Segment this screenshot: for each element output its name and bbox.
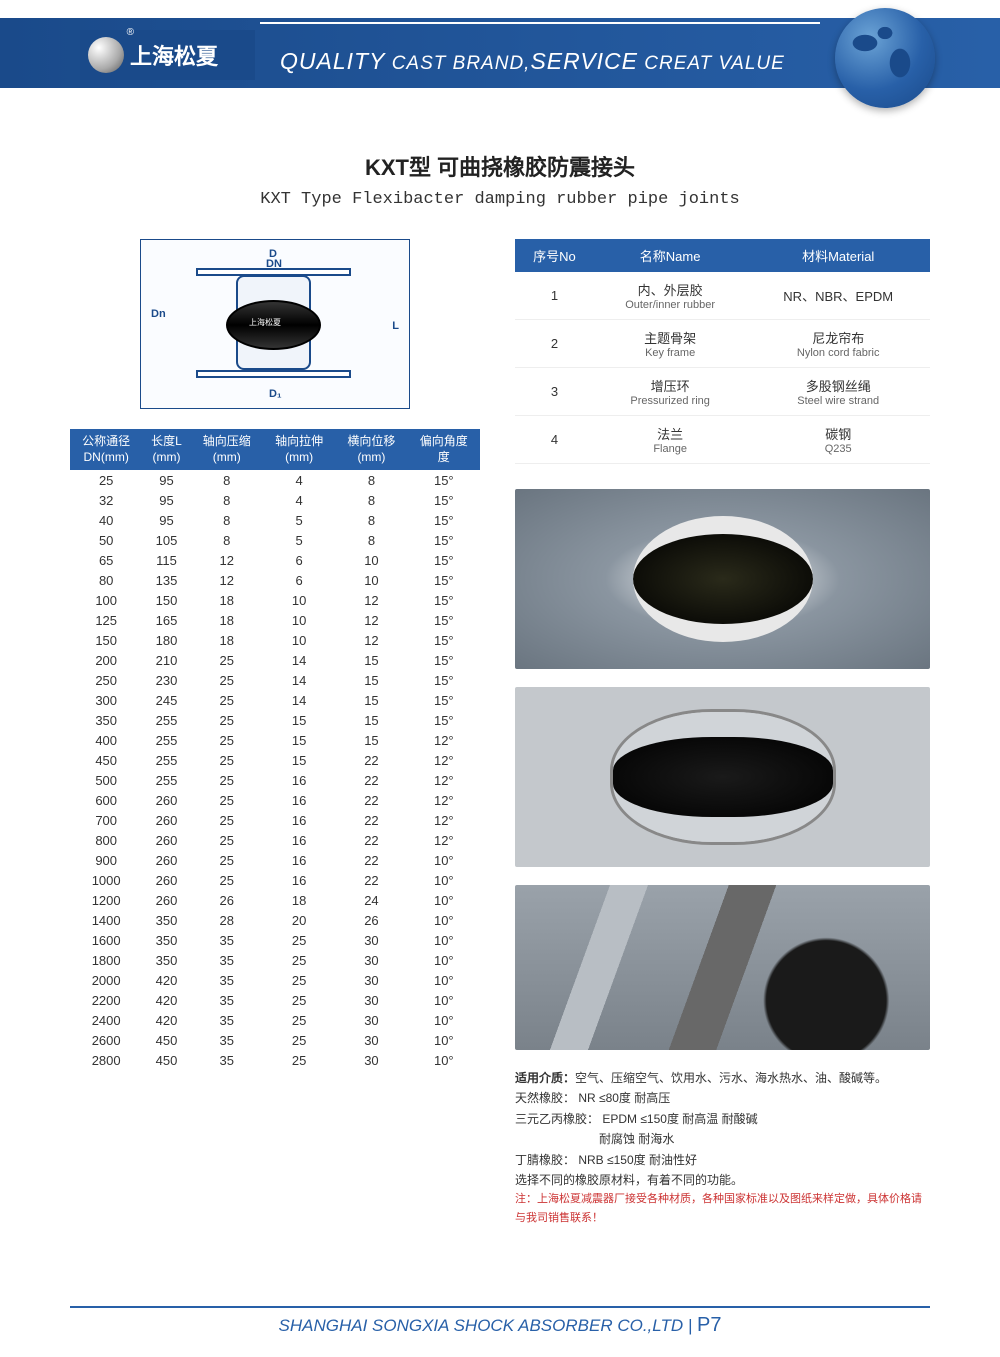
notes-section: 适用介质：空气、压缩空气、饮用水、污水、海水热水、油、酸碱等。 天然橡胶： NR… — [515, 1068, 930, 1228]
logo-text: 上海松夏 — [130, 39, 218, 71]
title-chinese: KXT型 可曲挠橡胶防震接头 — [0, 150, 1000, 182]
logo: ® 上海松夏 — [80, 30, 255, 80]
table-row: 240042035253010° — [70, 1010, 480, 1030]
table-row: 5010585815° — [70, 530, 480, 550]
table-row: 25023025141515° — [70, 670, 480, 690]
col-dn: 公称通径DN(mm) — [70, 429, 142, 470]
table-row: 180035035253010° — [70, 950, 480, 970]
col-no: 序号No — [515, 239, 594, 272]
table-row: 12516518101215° — [70, 610, 480, 630]
table-row: 20021025141515° — [70, 650, 480, 670]
page-number: P7 — [697, 1314, 721, 1336]
table-row: 259584815° — [70, 470, 480, 490]
table-row: 100026025162210° — [70, 870, 480, 890]
table-row: 329584815° — [70, 490, 480, 510]
table-row: 90026025162210° — [70, 850, 480, 870]
page-footer: SHANGHAI SONGXIA SHOCK ABSORBER CO.,LTD … — [0, 1306, 1000, 1337]
table-row: 1内、外层胶Outer/inner rubberNR、NBR、EPDM — [515, 272, 930, 320]
globe-icon — [835, 8, 935, 108]
table-row: 30024525141515° — [70, 690, 480, 710]
header-banner: ® 上海松夏 QUALITY CAST BRAND,SERVICE CREAT … — [0, 0, 1000, 110]
col-angle: 偏向角度度 — [408, 429, 480, 470]
table-row: 80026025162212° — [70, 830, 480, 850]
col-axial-compress: 轴向压缩(mm) — [191, 429, 263, 470]
table-row: 40025525151512° — [70, 730, 480, 750]
tagline: QUALITY CAST BRAND,SERVICE CREAT VALUE — [280, 48, 785, 75]
col-name: 名称Name — [594, 239, 747, 272]
product-photo-3 — [515, 885, 930, 1050]
table-row: 60026025162212° — [70, 790, 480, 810]
table-row: 260045035253010° — [70, 1030, 480, 1050]
table-row: 120026026182410° — [70, 890, 480, 910]
table-row: 200042035253010° — [70, 970, 480, 990]
table-row: 3增压环Pressurized ring多股钢丝绳Steel wire stra… — [515, 368, 930, 416]
product-photo-2 — [515, 687, 930, 867]
title-english: KXT Type Flexibacter damping rubber pipe… — [0, 190, 1000, 209]
col-length: 长度L(mm) — [142, 429, 190, 470]
product-photo-1: 上海松夏·减震器 — [515, 489, 930, 669]
col-material: 材料Material — [746, 239, 930, 272]
company-name: SHANGHAI SONGXIA SHOCK ABSORBER CO.,LTD — [279, 1316, 684, 1335]
table-row: 2主题骨架Key frame尼龙帘布Nylon cord fabric — [515, 320, 930, 368]
registered-mark: ® — [127, 27, 134, 38]
table-row: 35025525151515° — [70, 710, 480, 730]
table-row: 220042035253010° — [70, 990, 480, 1010]
table-row: 15018018101215° — [70, 630, 480, 650]
table-row: 280045035253010° — [70, 1050, 480, 1070]
table-row: 160035035253010° — [70, 930, 480, 950]
table-row: 10015018101215° — [70, 590, 480, 610]
table-row: 70026025162212° — [70, 810, 480, 830]
col-axial-tension: 轴向拉伸(mm) — [263, 429, 335, 470]
table-row: 409585815° — [70, 510, 480, 530]
col-lateral: 横向位移(mm) — [335, 429, 407, 470]
table-row: 45025525152212° — [70, 750, 480, 770]
logo-icon: ® — [88, 37, 124, 73]
table-row: 140035028202610° — [70, 910, 480, 930]
table-row: 50025525162212° — [70, 770, 480, 790]
table-row: 4法兰Flange碳钢Q235 — [515, 416, 930, 464]
materials-table: 序号No 名称Name 材料Material 1内、外层胶Outer/inner… — [515, 239, 930, 464]
technical-diagram: 上海松夏 D DN Dn D₁ L — [140, 239, 410, 409]
specifications-table: 公称通径DN(mm) 长度L(mm) 轴向压缩(mm) 轴向拉伸(mm) 横向位… — [70, 429, 480, 1070]
table-row: 801351261015° — [70, 570, 480, 590]
table-row: 651151261015° — [70, 550, 480, 570]
